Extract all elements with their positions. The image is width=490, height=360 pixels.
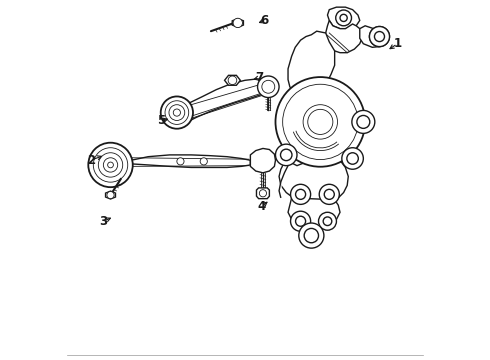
Polygon shape xyxy=(131,155,250,167)
Circle shape xyxy=(324,189,334,199)
Circle shape xyxy=(161,96,193,129)
Circle shape xyxy=(259,190,267,197)
Polygon shape xyxy=(279,96,292,198)
Circle shape xyxy=(93,148,128,182)
Circle shape xyxy=(369,27,390,46)
Polygon shape xyxy=(256,188,270,199)
Polygon shape xyxy=(190,79,270,121)
Polygon shape xyxy=(327,7,360,29)
Polygon shape xyxy=(288,31,335,96)
Circle shape xyxy=(308,109,333,134)
Circle shape xyxy=(228,76,237,85)
Circle shape xyxy=(303,105,338,139)
Circle shape xyxy=(98,153,122,177)
Circle shape xyxy=(323,217,332,226)
Polygon shape xyxy=(232,19,244,27)
Circle shape xyxy=(108,162,113,168)
Circle shape xyxy=(352,111,375,134)
Polygon shape xyxy=(250,148,275,173)
Circle shape xyxy=(280,149,292,161)
Circle shape xyxy=(336,10,351,26)
Circle shape xyxy=(262,80,275,93)
Circle shape xyxy=(347,153,358,164)
Polygon shape xyxy=(105,191,116,199)
Polygon shape xyxy=(288,198,340,226)
Text: 4: 4 xyxy=(257,201,265,213)
Circle shape xyxy=(369,27,390,46)
Polygon shape xyxy=(324,21,364,53)
Circle shape xyxy=(173,109,180,116)
Circle shape xyxy=(295,216,306,226)
Circle shape xyxy=(291,211,311,231)
Circle shape xyxy=(107,192,114,199)
Circle shape xyxy=(177,158,184,165)
Text: 7: 7 xyxy=(255,71,264,84)
Circle shape xyxy=(103,158,118,172)
Text: 2: 2 xyxy=(87,154,95,167)
Circle shape xyxy=(304,228,319,243)
Circle shape xyxy=(342,148,364,169)
Circle shape xyxy=(374,32,385,41)
Circle shape xyxy=(165,101,189,125)
Circle shape xyxy=(275,77,365,167)
Polygon shape xyxy=(279,157,348,203)
Text: 3: 3 xyxy=(99,215,107,228)
Polygon shape xyxy=(360,26,385,47)
Circle shape xyxy=(357,116,370,129)
Text: 6: 6 xyxy=(261,14,269,27)
Circle shape xyxy=(340,14,347,22)
Circle shape xyxy=(258,76,279,98)
Circle shape xyxy=(291,184,311,204)
Circle shape xyxy=(319,184,339,204)
Circle shape xyxy=(275,144,297,166)
Circle shape xyxy=(88,143,133,187)
Circle shape xyxy=(374,32,385,41)
Circle shape xyxy=(169,105,185,121)
Circle shape xyxy=(200,158,207,165)
Polygon shape xyxy=(281,83,360,158)
Text: 1: 1 xyxy=(393,37,401,50)
Circle shape xyxy=(318,212,337,230)
Text: 5: 5 xyxy=(157,114,165,127)
Circle shape xyxy=(295,189,306,199)
Circle shape xyxy=(233,18,243,28)
Polygon shape xyxy=(224,75,240,85)
Circle shape xyxy=(299,223,324,248)
Circle shape xyxy=(283,84,358,159)
